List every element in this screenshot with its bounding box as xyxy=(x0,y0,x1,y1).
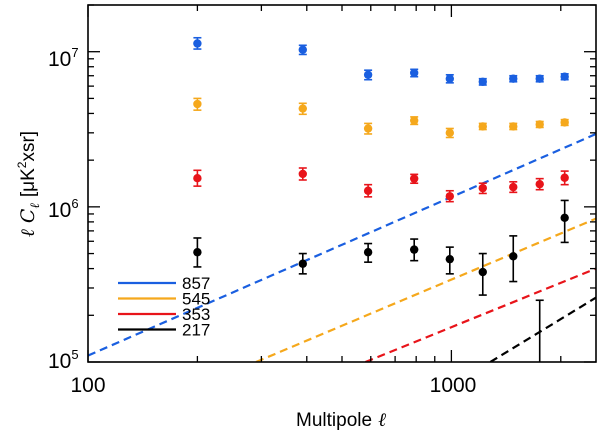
data-point-545-7 xyxy=(535,120,544,129)
data-point-857-3 xyxy=(409,68,419,78)
plot-frame xyxy=(87,4,597,363)
shot-noise-line-353 xyxy=(365,267,596,362)
legend-label-217: 217 xyxy=(182,321,210,340)
shot-noise-line-545 xyxy=(255,217,596,362)
series-layer xyxy=(88,36,596,381)
data-point-353-3 xyxy=(409,174,419,183)
series-545 xyxy=(193,97,596,362)
data-point-217-0 xyxy=(193,248,202,257)
ytick-label-1e7: 107 xyxy=(48,45,79,71)
data-point-545-3 xyxy=(409,116,419,125)
data-point-857-5 xyxy=(478,77,487,86)
data-point-217-2 xyxy=(363,248,373,257)
data-point-857-2 xyxy=(363,70,373,79)
x-axis-label: Multipole ℓ xyxy=(296,409,386,431)
data-point-217-4 xyxy=(445,254,455,264)
data-point-353-8 xyxy=(560,173,569,182)
shot-noise-line-857 xyxy=(88,132,596,357)
data-point-857-6 xyxy=(509,74,518,83)
data-point-217-6 xyxy=(509,252,518,261)
data-point-353-6 xyxy=(509,182,518,192)
data-point-353-0 xyxy=(193,173,202,183)
data-point-353-7 xyxy=(535,179,544,189)
data-point-857-7 xyxy=(535,74,544,83)
data-point-217-7 xyxy=(536,373,544,381)
data-point-353-1 xyxy=(298,169,307,179)
xtick-label-1000: 1000 xyxy=(430,374,477,397)
data-point-217-8 xyxy=(560,213,569,223)
xtick-label-100: 100 xyxy=(70,374,105,397)
data-point-545-4 xyxy=(445,128,455,138)
series-857 xyxy=(88,36,596,357)
data-point-353-2 xyxy=(363,186,373,195)
ytick-label-1e5: 105 xyxy=(48,347,79,373)
data-point-545-5 xyxy=(478,122,487,131)
ytick-label-1e6: 106 xyxy=(48,196,79,222)
data-point-857-1 xyxy=(298,45,307,54)
data-point-857-8 xyxy=(560,72,569,81)
data-point-217-5 xyxy=(478,267,487,277)
data-point-545-0 xyxy=(193,99,202,109)
data-point-353-5 xyxy=(478,183,487,193)
data-point-857-0 xyxy=(193,39,202,48)
series-217 xyxy=(193,199,596,381)
ticks-layer xyxy=(87,4,596,363)
data-point-545-2 xyxy=(363,124,373,133)
data-point-545-1 xyxy=(298,104,307,113)
y-axis-label: ℓ Cℓ[μK2xsr] xyxy=(15,131,43,237)
data-point-217-1 xyxy=(298,259,307,268)
legend-label-857: 857 xyxy=(182,274,210,293)
data-point-217-3 xyxy=(409,245,419,254)
legend-label-353: 353 xyxy=(182,305,210,324)
legend-label-545: 545 xyxy=(182,290,210,309)
data-point-353-4 xyxy=(445,192,455,201)
svg-text:ℓ Cℓ[μK2xsr]: ℓ Cℓ[μK2xsr] xyxy=(15,131,43,237)
shot-noise-line-217 xyxy=(489,296,596,362)
series-353 xyxy=(193,167,596,362)
data-point-545-8 xyxy=(560,118,569,127)
data-point-857-4 xyxy=(445,74,455,83)
data-point-545-6 xyxy=(509,122,518,131)
